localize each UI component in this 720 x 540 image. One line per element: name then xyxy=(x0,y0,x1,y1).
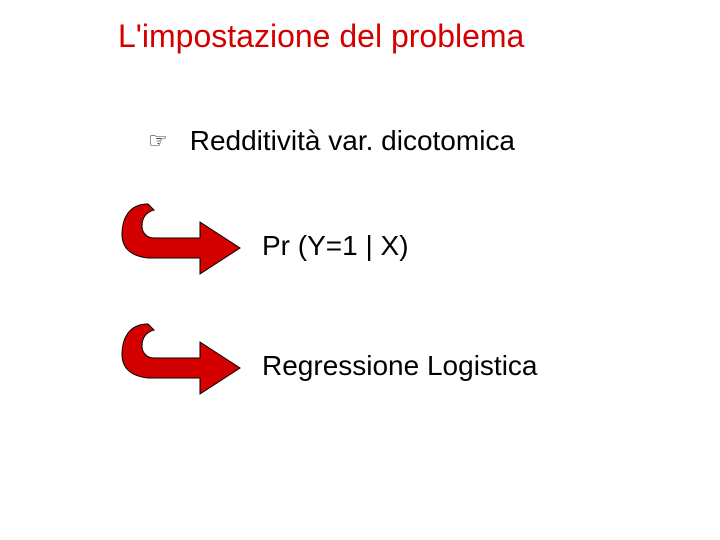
title-text: L'impostazione del problema xyxy=(118,18,524,54)
bullet-text: Redditività var. dicotomica xyxy=(190,125,515,157)
curved-arrow-1 xyxy=(120,200,242,276)
curved-arrow-2 xyxy=(120,320,242,396)
arrow-icon xyxy=(120,200,242,276)
pointing-hand-icon: ☞ xyxy=(148,130,168,152)
method-text: Regressione Logistica xyxy=(262,350,538,382)
bullet-row: ☞ Redditività var. dicotomica xyxy=(148,125,515,157)
arrow-icon xyxy=(120,320,242,396)
slide-title: L'impostazione del problema xyxy=(118,18,524,55)
formula-text: Pr (Y=1 | X) xyxy=(262,230,409,262)
